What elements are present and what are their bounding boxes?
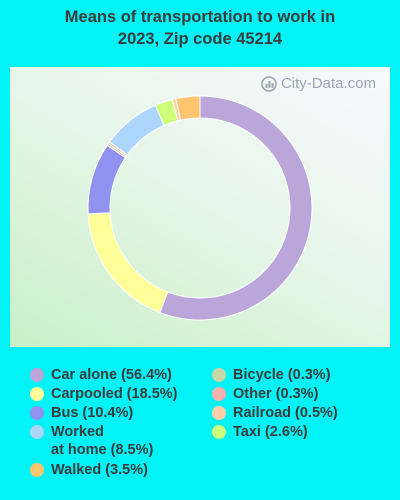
- legend-item: Taxi (2.6%): [212, 423, 308, 441]
- legend-label: Carpooled (18.5%): [51, 386, 178, 402]
- legend-item: Bicycle (0.3%): [212, 366, 331, 384]
- donut-slice-bus: [87, 144, 127, 215]
- watermark: City-Data.com: [261, 75, 376, 92]
- legend-item: Walked (3.5%): [30, 461, 148, 479]
- legend-item: Bus (10.4%): [30, 404, 133, 422]
- legend-swatch: [30, 406, 44, 420]
- chart-legend: Car alone (56.4%) Carpooled (18.5%) Bus (1…: [0, 366, 400, 500]
- legend-item: Carpooled (18.5%): [30, 385, 178, 403]
- chart-title-line-2: 2023, Zip code 45214: [117, 30, 283, 48]
- legend-swatch: [30, 425, 44, 439]
- legend-swatch: [212, 406, 226, 420]
- legend-label: Walked (3.5%): [51, 462, 148, 478]
- legend-label: Taxi (2.6%): [233, 424, 308, 440]
- legend-label: Bicycle (0.3%): [233, 367, 331, 383]
- legend-label: Worked at home (8.5%): [51, 424, 154, 458]
- legend-swatch: [212, 368, 226, 382]
- donut-slice-car-alone: [159, 95, 313, 321]
- legend-item: Other (0.3%): [212, 385, 318, 403]
- legend-item: Railroad (0.5%): [212, 404, 338, 422]
- legend-label: Car alone (56.4%): [51, 367, 172, 383]
- donut-slice-carpooled: [87, 212, 169, 314]
- city-data-logo-icon: [261, 75, 277, 92]
- chart-title-line-1: Means of transportation to work in: [64, 8, 336, 26]
- legend-label: Other (0.3%): [233, 386, 319, 402]
- legend-swatch: [30, 368, 44, 382]
- donut-slice-walked: [175, 95, 201, 121]
- legend-item: Worked at home (8.5%): [30, 423, 153, 459]
- legend-item: Car alone (56.4%): [30, 366, 172, 384]
- legend-swatch: [212, 387, 226, 401]
- legend-swatch: [30, 463, 44, 477]
- legend-swatch: [212, 425, 226, 439]
- legend-label: Railroad (0.5%): [233, 405, 338, 421]
- chart-title: Means of transportation to work in 2023,…: [0, 6, 400, 50]
- donut-slice-worked-at-home: [108, 104, 165, 156]
- watermark-text: City-Data.com: [280, 75, 376, 92]
- donut-chart: [87, 95, 313, 321]
- legend-label: Bus (10.4%): [51, 405, 134, 421]
- legend-swatch: [30, 387, 44, 401]
